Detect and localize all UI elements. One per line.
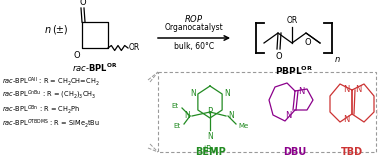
Text: $n$: $n$ — [44, 25, 52, 35]
Text: N: N — [344, 115, 350, 124]
Text: N: N — [228, 111, 234, 120]
Text: $\it{rac}$-BPL$^{\it{O}\mathrm{Bn}}$ : R = CH$_2$Ph: $\it{rac}$-BPL$^{\it{O}\mathrm{Bn}}$ : R… — [2, 103, 81, 115]
Text: NH: NH — [376, 109, 378, 119]
Text: O: O — [80, 0, 86, 7]
Text: Et: Et — [174, 123, 181, 129]
Text: N: N — [190, 89, 196, 98]
Text: N: N — [184, 111, 190, 120]
Text: N: N — [298, 86, 304, 95]
Text: N: N — [285, 111, 291, 120]
Text: (±): (±) — [52, 25, 68, 35]
Text: O: O — [305, 38, 311, 47]
Text: Et: Et — [171, 103, 178, 109]
Text: $\it{rac}$-$\bf{BPL}$$^{\bf{OR}}$: $\it{rac}$-$\bf{BPL}$$^{\bf{OR}}$ — [72, 62, 118, 74]
Text: P: P — [208, 108, 212, 117]
Text: $n$: $n$ — [334, 55, 341, 64]
Text: $\it{rac}$-BPL$^{\it{O}\mathrm{TBDMS}}$ : R = SiMe$_2$tBu: $\it{rac}$-BPL$^{\it{O}\mathrm{TBDMS}}$ … — [2, 117, 100, 129]
Text: N: N — [224, 89, 230, 98]
Text: Me: Me — [238, 123, 248, 129]
Text: $\it{rac}$-BPL$^{\it{O}\mathrm{All}}$ : R = CH$_2$CH=CH$_2$: $\it{rac}$-BPL$^{\it{O}\mathrm{All}}$ : … — [2, 75, 100, 88]
Text: BEMP: BEMP — [195, 147, 225, 155]
Text: bulk, 60°C: bulk, 60°C — [174, 42, 214, 51]
Text: $\it{rac}$-BPL$^{\it{O}n\mathrm{Bu}}$ : R = (CH$_2$)$_3$CH$_3$: $\it{rac}$-BPL$^{\it{O}n\mathrm{Bu}}$ : … — [2, 89, 96, 101]
Text: $\it{ROP}$: $\it{ROP}$ — [184, 13, 204, 24]
Text: N: N — [207, 132, 213, 141]
Text: DBU: DBU — [284, 147, 307, 155]
Text: Organocatalyst: Organocatalyst — [165, 24, 223, 33]
Text: TBD: TBD — [341, 147, 363, 155]
Bar — [158, 72, 376, 152]
Text: N: N — [342, 84, 349, 93]
Text: tBu: tBu — [203, 145, 217, 154]
Text: OR: OR — [287, 16, 297, 25]
Text: $\bf{PBPL}$$^{\bf{OR}}$: $\bf{PBPL}$$^{\bf{OR}}$ — [275, 65, 313, 77]
Text: O: O — [73, 51, 80, 60]
Text: O: O — [276, 52, 282, 61]
Text: OR: OR — [129, 44, 140, 53]
Text: N: N — [355, 84, 361, 93]
